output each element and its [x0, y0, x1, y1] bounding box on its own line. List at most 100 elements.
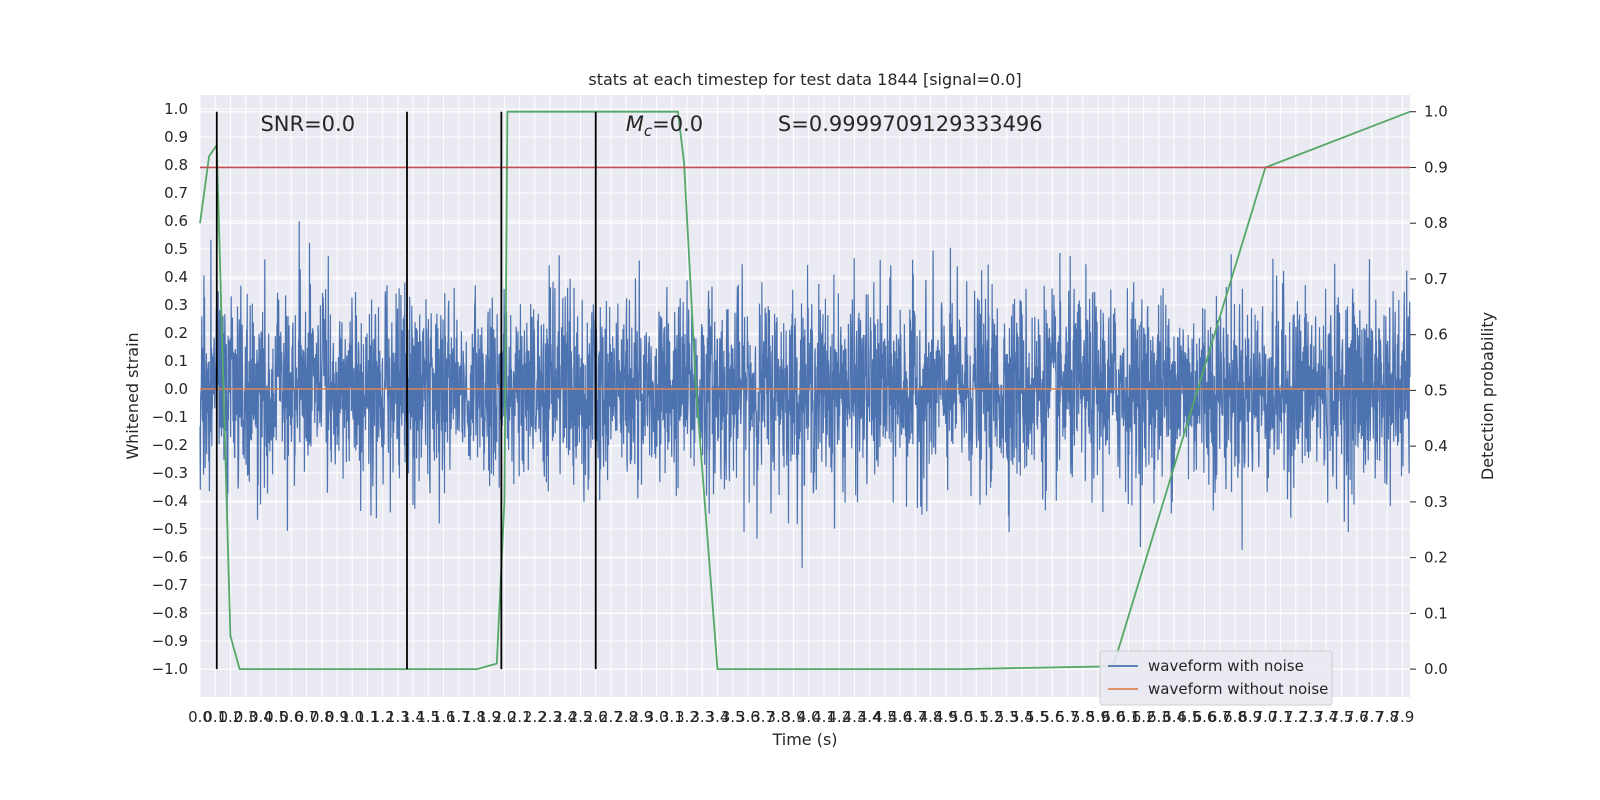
x-tick-label: 0.7 — [295, 708, 319, 726]
chart-title: stats at each timestep for test data 184… — [588, 70, 1021, 89]
ticks-layer: 0.00.10.20.30.40.50.60.70.80.91.01.11.21… — [152, 100, 1448, 726]
x-tick-label: 5.0 — [949, 708, 973, 726]
annotation-layer: SNR=0.0 Mc=0.0 S=0.9999709129333496 — [260, 112, 1042, 140]
x-tick-label: 4.5 — [873, 708, 897, 726]
x-tick-label: 3.4 — [706, 708, 730, 726]
x-tick-label: 1.7 — [447, 708, 471, 726]
y-tick-label-left: 0.1 — [164, 352, 188, 370]
x-tick-label: 1.6 — [432, 708, 456, 726]
y-tick-label-right: 0.8 — [1424, 214, 1448, 232]
x-tick-label: 3.5 — [721, 708, 745, 726]
y-tick-label-right: 0.2 — [1424, 549, 1448, 567]
x-tick-label: 0.9 — [325, 708, 349, 726]
x-tick-label: 6.5 — [1177, 708, 1201, 726]
y-tick-label-right: 0.4 — [1424, 437, 1448, 455]
x-tick-label: 5.9 — [1086, 708, 1110, 726]
x-tick-label: 1.9 — [477, 708, 501, 726]
x-tick-label: 1.1 — [355, 708, 379, 726]
x-tick-label: 5.1 — [964, 708, 988, 726]
y-tick-label-left: 0.4 — [164, 268, 188, 286]
x-tick-label: 0.0 — [188, 708, 212, 726]
x-tick-label: 4.0 — [797, 708, 821, 726]
y-tick-label-left: −0.5 — [152, 520, 188, 538]
y-tick-label-left: 0.8 — [164, 156, 188, 174]
annotation-text: Mc=0.0 — [626, 112, 703, 140]
x-tick-label: 1.0 — [340, 708, 364, 726]
x-tick-label: 2.7 — [599, 708, 623, 726]
y-tick-label-right: 0.0 — [1424, 660, 1448, 678]
x-tick-label: 3.6 — [736, 708, 760, 726]
x-tick-label: 5.2 — [980, 708, 1004, 726]
x-tick-label: 3.1 — [660, 708, 684, 726]
y-tick-label-right: 0.1 — [1424, 604, 1448, 622]
x-tick-label: 2.0 — [492, 708, 516, 726]
x-tick-label: 6.4 — [1162, 708, 1186, 726]
x-tick-label: 4.3 — [843, 708, 867, 726]
x-tick-label: 0.6 — [279, 708, 303, 726]
x-tick-label: 0.3 — [234, 708, 258, 726]
x-tick-label: 6.9 — [1238, 708, 1262, 726]
y-tick-label-right: 0.3 — [1424, 493, 1448, 511]
x-tick-label: 3.9 — [782, 708, 806, 726]
y-axis-label-left: Whitened strain — [123, 332, 142, 459]
x-tick-label: 7.9 — [1390, 708, 1414, 726]
y-tick-label-left: −0.2 — [152, 436, 188, 454]
series-layer — [199, 110, 1411, 670]
x-tick-label: 4.6 — [888, 708, 912, 726]
x-tick-label: 3.2 — [675, 708, 699, 726]
x-tick-label: 7.0 — [1253, 708, 1277, 726]
x-tick-label: 6.1 — [1116, 708, 1140, 726]
x-tick-label: 7.5 — [1330, 708, 1354, 726]
x-tick-label: 3.0 — [645, 708, 669, 726]
x-tick-label: 2.9 — [629, 708, 653, 726]
x-tick-label: 6.0 — [1101, 708, 1125, 726]
x-tick-label: 2.5 — [569, 708, 593, 726]
x-tick-label: 3.8 — [766, 708, 790, 726]
y-tick-label-left: −0.4 — [152, 492, 188, 510]
x-axis-label: Time (s) — [771, 730, 837, 749]
series-waveform-with-noise — [199, 221, 1411, 568]
x-tick-label: 2.8 — [614, 708, 638, 726]
y-tick-label-right: 0.6 — [1424, 326, 1448, 344]
x-tick-label: 0.8 — [310, 708, 334, 726]
x-tick-label: 2.1 — [508, 708, 532, 726]
legend-frame — [1099, 650, 1333, 706]
y-tick-label-right: 0.9 — [1424, 158, 1448, 176]
x-tick-label: 0.2 — [219, 708, 243, 726]
x-tick-label: 4.7 — [903, 708, 927, 726]
x-tick-label: 1.5 — [416, 708, 440, 726]
x-tick-label: 4.9 — [934, 708, 958, 726]
x-tick-label: 6.2 — [1132, 708, 1156, 726]
x-tick-label: 1.4 — [401, 708, 425, 726]
x-tick-label: 7.3 — [1299, 708, 1323, 726]
y-tick-label-left: −0.6 — [152, 548, 188, 566]
legend-entry-label: waveform with noise — [1148, 657, 1304, 675]
x-tick-label: 5.3 — [995, 708, 1019, 726]
x-tick-label: 1.3 — [386, 708, 410, 726]
y-tick-label-left: 0.6 — [164, 212, 188, 230]
x-tick-label: 0.4 — [249, 708, 273, 726]
x-tick-label: 5.5 — [1025, 708, 1049, 726]
x-tick-label: 4.1 — [812, 708, 836, 726]
x-tick-label: 1.2 — [371, 708, 395, 726]
x-tick-label: 4.8 — [919, 708, 943, 726]
y-tick-label-left: 1.0 — [164, 100, 188, 118]
y-tick-label-left: −0.7 — [152, 576, 188, 594]
x-tick-label: 6.8 — [1223, 708, 1247, 726]
x-tick-label: 5.4 — [1010, 708, 1034, 726]
y-tick-label-left: 0.7 — [164, 184, 188, 202]
x-tick-label: 7.2 — [1284, 708, 1308, 726]
y-tick-label-right: 1.0 — [1424, 103, 1448, 121]
x-tick-label: 2.4 — [553, 708, 577, 726]
x-tick-label: 1.8 — [462, 708, 486, 726]
y-tick-label-left: 0.0 — [164, 380, 188, 398]
y-tick-label-left: 0.9 — [164, 128, 188, 146]
x-tick-label: 7.4 — [1314, 708, 1338, 726]
x-tick-label: 3.7 — [751, 708, 775, 726]
x-tick-label: 0.1 — [203, 708, 227, 726]
annotation-text: SNR=0.0 — [260, 112, 355, 136]
x-tick-label: 6.3 — [1147, 708, 1171, 726]
y-tick-label-left: −0.3 — [152, 464, 188, 482]
x-tick-label: 4.2 — [827, 708, 851, 726]
